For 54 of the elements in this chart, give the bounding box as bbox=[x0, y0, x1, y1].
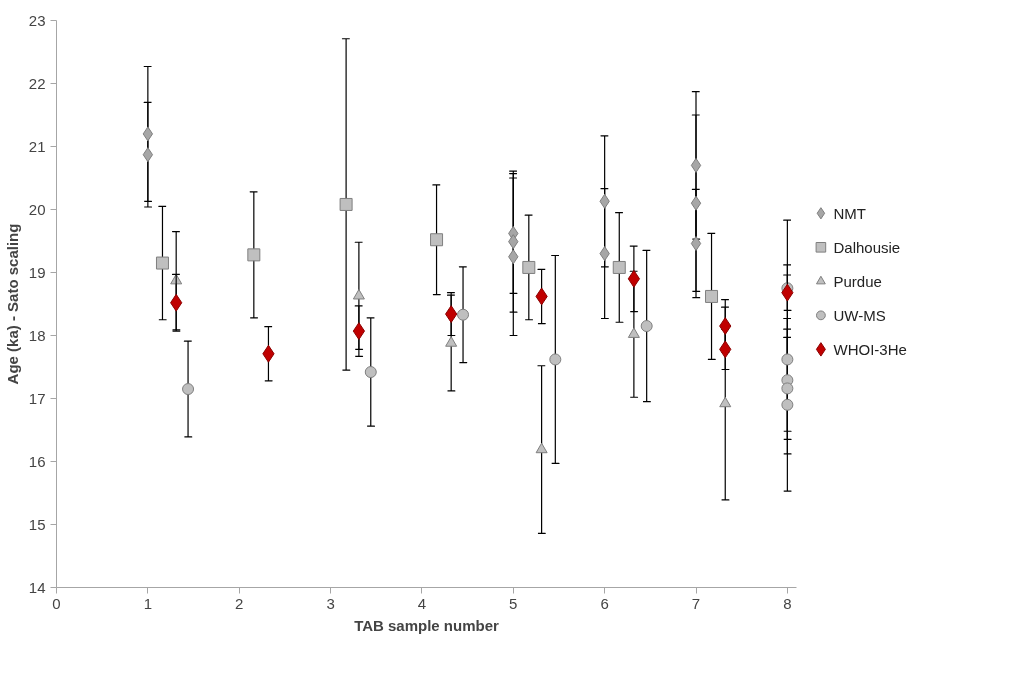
x-tick-label: 7 bbox=[691, 594, 701, 612]
point bbox=[781, 382, 794, 395]
point bbox=[781, 398, 794, 411]
point bbox=[457, 308, 470, 321]
point bbox=[142, 147, 154, 163]
point bbox=[781, 353, 794, 366]
point bbox=[690, 157, 702, 173]
point bbox=[690, 236, 702, 252]
point bbox=[627, 327, 640, 338]
y-tick-label: 20 bbox=[28, 200, 46, 218]
y-tick-label: 15 bbox=[28, 515, 46, 533]
y-tick-label: 23 bbox=[28, 11, 46, 29]
point bbox=[352, 322, 365, 340]
point bbox=[705, 289, 719, 303]
point bbox=[640, 320, 653, 333]
x-tick-label: 3 bbox=[326, 594, 335, 612]
point bbox=[155, 256, 169, 270]
point bbox=[549, 353, 562, 366]
legend-label: WHOI-3He bbox=[833, 340, 907, 358]
point bbox=[535, 442, 548, 454]
x-tick-label: 6 bbox=[600, 594, 609, 612]
point bbox=[719, 396, 732, 408]
y-axis-title: Age (ka) - Sato scaling bbox=[3, 223, 21, 385]
x-axis-title: TAB sample number bbox=[354, 616, 500, 634]
point bbox=[339, 197, 353, 211]
point bbox=[247, 248, 261, 262]
point bbox=[142, 126, 154, 142]
point bbox=[364, 366, 377, 379]
y-tick-label: 21 bbox=[28, 137, 46, 155]
y-tick-label: 17 bbox=[28, 389, 46, 407]
point bbox=[690, 195, 702, 211]
x-tick-label: 1 bbox=[143, 594, 153, 612]
x-tick-label: 4 bbox=[417, 594, 427, 612]
x-tick-label: 2 bbox=[235, 594, 244, 612]
point bbox=[719, 317, 732, 335]
x-tick-label: 8 bbox=[783, 594, 792, 612]
point bbox=[445, 305, 458, 323]
x-tick-label: 5 bbox=[509, 594, 518, 612]
legend-label: Purdue bbox=[833, 272, 882, 290]
point bbox=[522, 260, 536, 274]
point bbox=[612, 260, 626, 274]
point bbox=[445, 336, 458, 347]
point bbox=[430, 233, 444, 247]
y-tick-label: 18 bbox=[28, 326, 46, 344]
point bbox=[182, 383, 195, 396]
point bbox=[352, 288, 365, 300]
legend-label: UW-MS bbox=[833, 306, 886, 324]
y-tick-label: 22 bbox=[28, 74, 46, 92]
x-tick-label: 0 bbox=[52, 594, 61, 612]
legend-label: Dalhousie bbox=[833, 238, 901, 256]
y-tick-label: 19 bbox=[28, 263, 46, 281]
y-tick-label: 14 bbox=[28, 578, 46, 596]
y-tick-label: 16 bbox=[28, 452, 46, 470]
legend-label: NMT bbox=[833, 204, 866, 222]
